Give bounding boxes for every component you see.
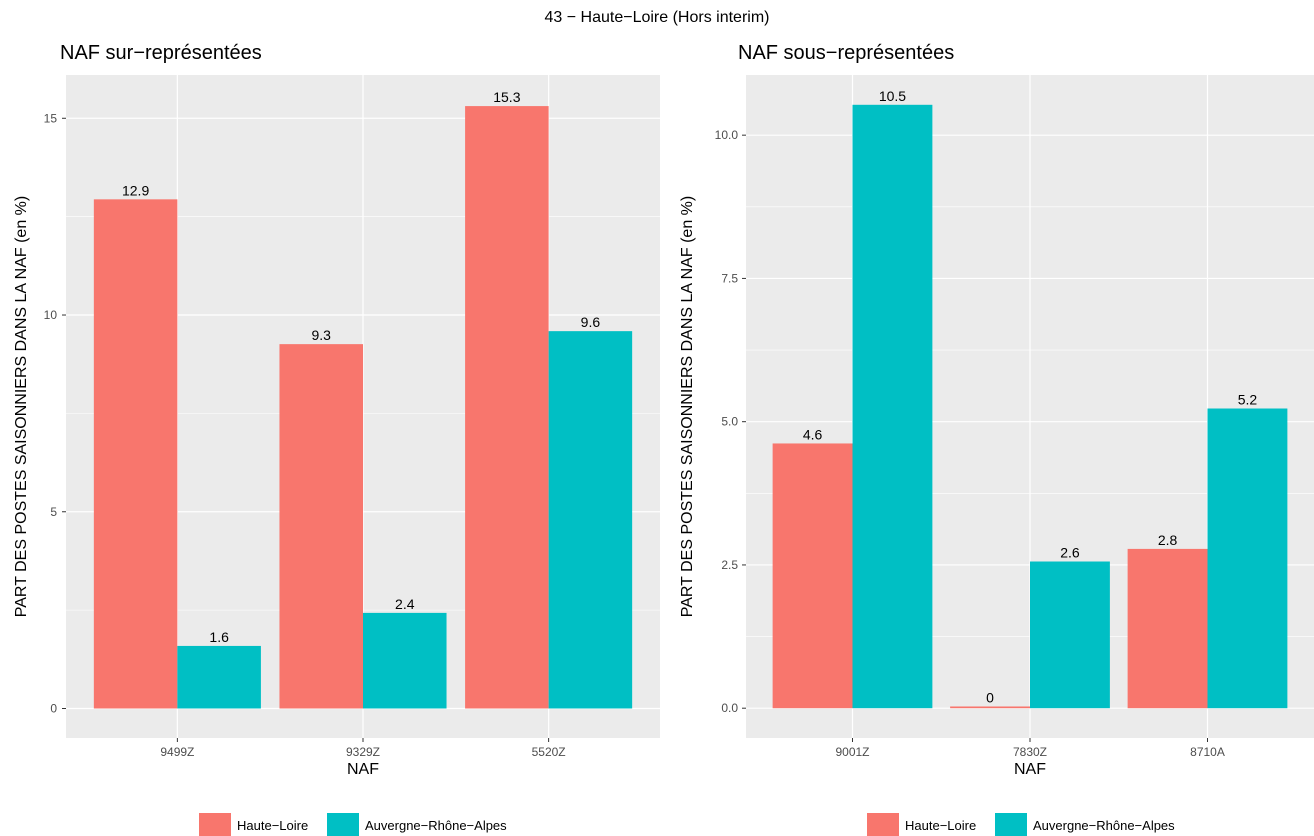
data-label: 15.3 bbox=[493, 89, 520, 105]
bar bbox=[177, 645, 261, 709]
bar bbox=[1030, 561, 1110, 709]
legend-label: Auvergne−Rhône−Alpes bbox=[365, 818, 507, 833]
legend-swatch bbox=[995, 813, 1027, 836]
legend-label: Haute−Loire bbox=[905, 818, 976, 833]
data-label: 10.5 bbox=[879, 88, 906, 104]
data-label: 2.4 bbox=[395, 596, 415, 612]
bar bbox=[279, 344, 363, 709]
y-tick-label: 10 bbox=[44, 308, 58, 322]
bar bbox=[950, 706, 1030, 709]
legend-label: Auvergne−Rhône−Alpes bbox=[1033, 818, 1175, 833]
y-tick-label: 7.5 bbox=[721, 271, 738, 285]
bar bbox=[93, 199, 178, 709]
y-tick-label: 5.0 bbox=[721, 415, 738, 429]
y-axis-title: PART DES POSTES SAISONNIERS DANS LA NAF … bbox=[13, 196, 30, 617]
x-tick-label: 5520Z bbox=[532, 745, 566, 759]
y-tick-label: 15 bbox=[44, 111, 58, 125]
x-tick-label: 9001Z bbox=[835, 745, 869, 759]
x-axis-title: NAF bbox=[347, 761, 379, 778]
x-axis-title: NAF bbox=[1014, 761, 1046, 778]
x-tick-label: 9499Z bbox=[160, 745, 194, 759]
y-tick-label: 10.0 bbox=[715, 128, 739, 142]
data-label: 12.9 bbox=[122, 182, 149, 198]
x-tick-label: 7830Z bbox=[1013, 745, 1047, 759]
data-label: 2.6 bbox=[1060, 545, 1080, 561]
y-tick-label: 2.5 bbox=[721, 558, 738, 572]
y-tick-label: 0.0 bbox=[721, 701, 738, 715]
x-tick-label: 8710A bbox=[1190, 745, 1225, 759]
y-tick-label: 5 bbox=[50, 505, 57, 519]
bar bbox=[1207, 408, 1288, 709]
bar bbox=[772, 443, 853, 709]
data-label: 2.8 bbox=[1158, 532, 1178, 548]
legend-swatch bbox=[199, 813, 231, 836]
x-tick-label: 9329Z bbox=[346, 745, 380, 759]
y-tick-label: 0 bbox=[50, 701, 57, 715]
legend-swatch bbox=[867, 813, 899, 836]
legend-swatch bbox=[327, 813, 359, 836]
data-label: 9.6 bbox=[581, 314, 601, 330]
bar bbox=[548, 331, 633, 709]
bar bbox=[1127, 548, 1208, 709]
data-label: 5.2 bbox=[1238, 392, 1258, 408]
bar bbox=[465, 106, 549, 709]
bar bbox=[363, 612, 447, 709]
data-label: 4.6 bbox=[803, 426, 823, 442]
legend-label: Haute−Loire bbox=[237, 818, 308, 833]
data-label: 9.3 bbox=[312, 327, 332, 343]
y-axis-title: PART DES POSTES SAISONNIERS DANS LA NAF … bbox=[679, 196, 696, 617]
panel-title: NAF sous−représentées bbox=[738, 42, 954, 64]
figure-title: 43 − Haute−Loire (Hors interim) bbox=[544, 9, 770, 26]
data-label: 0 bbox=[986, 689, 994, 705]
panel-title: NAF sur−représentées bbox=[60, 42, 262, 64]
data-label: 1.6 bbox=[209, 629, 229, 645]
bar bbox=[852, 104, 933, 709]
